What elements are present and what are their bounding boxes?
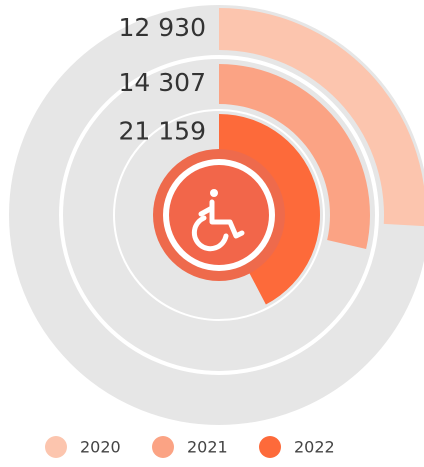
legend-swatch bbox=[259, 436, 281, 458]
icon-disc bbox=[169, 165, 269, 265]
legend: 2020 2021 2022 bbox=[45, 436, 335, 458]
arc bbox=[219, 8, 424, 227]
value-label: 21 159 bbox=[119, 117, 206, 146]
legend-swatch bbox=[45, 436, 67, 458]
rings bbox=[9, 5, 424, 425]
arc bbox=[219, 114, 320, 305]
value-label: 14 307 bbox=[119, 68, 206, 97]
arc bbox=[219, 64, 370, 249]
value-labels: 12 930 14 307 21 159 bbox=[119, 13, 206, 146]
center-icon bbox=[153, 149, 285, 281]
legend-label: 2022 bbox=[294, 438, 335, 457]
legend-label: 2020 bbox=[80, 438, 121, 457]
value-label: 12 930 bbox=[119, 13, 206, 42]
legend-label: 2021 bbox=[187, 438, 228, 457]
legend-swatch bbox=[152, 436, 174, 458]
wheelchair-icon bbox=[191, 189, 245, 252]
